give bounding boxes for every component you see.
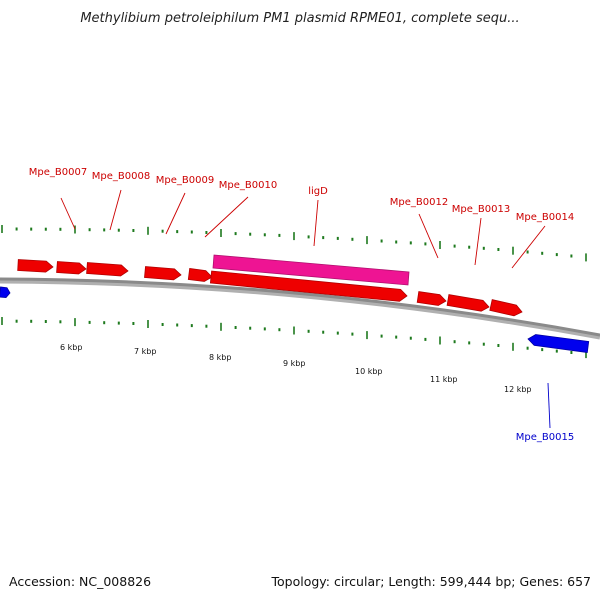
gene-arrow-mpe-b0010[interactable] bbox=[209, 270, 408, 302]
gene-label[interactable]: Mpe_B0009 bbox=[156, 175, 214, 186]
topology-summary: Topology: circular; Length: 599,444 bp; … bbox=[271, 574, 592, 589]
gene-arrow-mpe-b0008[interactable] bbox=[56, 261, 87, 275]
gene-arrow-mpe-b0007[interactable] bbox=[17, 259, 54, 273]
gene-arrow-mpe-b0008b[interactable] bbox=[86, 262, 129, 277]
gene-arrow-mpe-b0012[interactable] bbox=[416, 291, 447, 306]
label-connector-line bbox=[474, 217, 482, 266]
backbone-shadow bbox=[0, 278, 600, 340]
label-connector-line bbox=[60, 197, 76, 230]
scale-label: 9 kbp bbox=[283, 359, 305, 368]
label-connector-line bbox=[313, 199, 319, 247]
scale-label: 8 kbp bbox=[209, 353, 231, 362]
scale-label: 7 kbp bbox=[134, 347, 156, 356]
gene-label[interactable]: ligD bbox=[308, 186, 328, 197]
label-connector-line bbox=[109, 189, 122, 231]
gene-arrow-ligd[interactable] bbox=[212, 254, 410, 286]
gene-label[interactable]: Mpe_B0007 bbox=[29, 167, 87, 178]
scale-label: 6 kbp bbox=[60, 343, 82, 352]
gene-features bbox=[0, 254, 590, 353]
gene-arrow-mpe-b0009b[interactable] bbox=[187, 268, 213, 282]
backbone bbox=[0, 277, 600, 337]
label-connector-line bbox=[511, 225, 546, 269]
gene-label[interactable]: Mpe_B0015 bbox=[516, 432, 574, 443]
gene-arrow-mpe-b0014[interactable] bbox=[489, 299, 523, 317]
gene-label[interactable]: Mpe_B0010 bbox=[219, 180, 277, 191]
gene-arrow-mpe-b0013[interactable] bbox=[446, 294, 490, 312]
accession-text: Accession: NC_008826 bbox=[9, 574, 152, 589]
gene-label[interactable]: Mpe_B0013 bbox=[452, 204, 510, 215]
gene-arrow-left-edge[interactable] bbox=[0, 286, 11, 299]
reverse-ticks bbox=[1, 317, 587, 359]
gene-arrow-mpe-b0009[interactable] bbox=[144, 266, 182, 281]
label-connector-line bbox=[165, 192, 186, 235]
label-connector-line bbox=[418, 213, 439, 259]
gene-label[interactable]: Mpe_B0014 bbox=[516, 212, 574, 223]
gene-label[interactable]: Mpe_B0012 bbox=[390, 197, 448, 208]
forward-ticks bbox=[1, 225, 587, 262]
scale-label: 11 kbp bbox=[430, 375, 458, 384]
label-connectors bbox=[60, 189, 551, 429]
scale-label: 12 kbp bbox=[504, 385, 532, 394]
map-title: Methylibium petroleiphilum PM1 plasmid R… bbox=[80, 11, 520, 26]
label-connector-line bbox=[204, 196, 249, 238]
label-connector-line bbox=[547, 382, 551, 429]
scale-label: 10 kbp bbox=[355, 367, 383, 376]
gene-arrow-mpe-b0015[interactable] bbox=[527, 334, 590, 353]
gene-label[interactable]: Mpe_B0008 bbox=[92, 171, 150, 182]
